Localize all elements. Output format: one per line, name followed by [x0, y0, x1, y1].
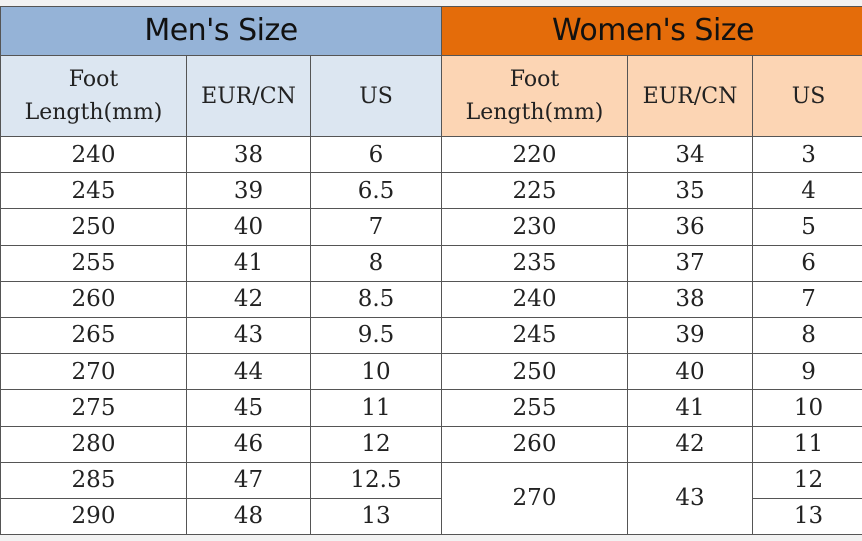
women-eur-cn-cell: 43 [627, 461, 753, 536]
men-us-cell: 6.5 [310, 172, 442, 210]
men-us-cell: 13 [310, 497, 442, 536]
women-eur-cn-cell: 42 [627, 425, 753, 463]
table-row: 250 40 7 230 36 5 [0, 208, 862, 246]
mens-size-title: Men's Size [0, 6, 442, 56]
men-us-cell: 6 [310, 135, 442, 174]
men-eur-cn-cell: 47 [186, 461, 311, 499]
table-row: 265 43 9.5 245 39 8 [0, 316, 862, 355]
men-us-cell: 8.5 [310, 280, 442, 318]
women-us-cell: 5 [751, 208, 862, 246]
women-eur-cn-cell: 34 [627, 135, 753, 174]
women-eur-cn-cell: 37 [627, 244, 753, 282]
men-eur-cn-cell: 46 [186, 425, 311, 463]
women-header-eur-cn: EUR/CN [627, 55, 753, 137]
men-foot-length-cell: 245 [0, 172, 187, 210]
size-chart-table: Men's Size Women's Size Foot Length(mm) … [0, 6, 862, 536]
table-row: 245 39 6.5 225 35 4 [0, 172, 862, 210]
women-us-cell: 10 [751, 389, 862, 427]
men-foot-length-cell: 255 [0, 244, 187, 282]
men-eur-cn-cell: 48 [186, 497, 311, 536]
men-us-cell: 12 [310, 425, 442, 463]
men-foot-length-cell: 270 [0, 353, 187, 391]
men-header-eur-cn: EUR/CN [186, 55, 311, 137]
men-eur-cn-cell: 43 [186, 316, 311, 355]
women-foot-length-cell: 240 [441, 280, 628, 318]
men-eur-cn-cell: 42 [186, 280, 311, 318]
women-us-cell: 13 [751, 497, 862, 536]
table-row: 255 41 8 235 37 6 [0, 244, 862, 282]
men-foot-length-cell: 275 [0, 389, 187, 427]
women-us-cell: 4 [751, 172, 862, 210]
men-foot-length-cell: 280 [0, 425, 187, 463]
men-eur-cn-cell: 38 [186, 135, 311, 174]
women-header-foot-length: Foot Length(mm) [441, 55, 628, 137]
women-foot-length-cell: 250 [441, 353, 628, 391]
women-us-cell: 12 [751, 461, 862, 499]
women-eur-cn-cell: 40 [627, 353, 753, 391]
men-foot-length-cell: 265 [0, 316, 187, 355]
table-row: 285 47 12.5 270 43 12 [0, 461, 862, 536]
women-foot-length-cell: 225 [441, 172, 628, 210]
men-us-cell: 7 [310, 208, 442, 246]
women-eur-cn-cell: 35 [627, 172, 753, 210]
women-us-cell: 7 [751, 280, 862, 318]
women-foot-length-cell: 270 [441, 461, 628, 536]
men-foot-length-cell: 285 [0, 461, 187, 499]
table-row: 270 44 10 250 40 9 [0, 353, 862, 391]
women-us-cell: 9 [751, 353, 862, 391]
women-foot-length-cell: 230 [441, 208, 628, 246]
men-us-cell: 10 [310, 353, 442, 391]
women-foot-length-cell: 245 [441, 316, 628, 355]
table-row: 275 45 11 255 41 10 [0, 389, 862, 427]
women-us-cell: 6 [751, 244, 862, 282]
men-us-cell: 12.5 [310, 461, 442, 499]
men-eur-cn-cell: 40 [186, 208, 311, 246]
men-eur-cn-cell: 44 [186, 353, 311, 391]
women-foot-length-cell: 235 [441, 244, 628, 282]
women-us-cell: 3 [751, 135, 862, 174]
men-eur-cn-cell: 39 [186, 172, 311, 210]
men-eur-cn-cell: 45 [186, 389, 311, 427]
women-eur-cn-cell: 36 [627, 208, 753, 246]
men-foot-length-cell: 290 [0, 497, 187, 536]
men-foot-length-cell: 240 [0, 135, 187, 174]
women-foot-length-cell: 260 [441, 425, 628, 463]
table-row: 240 38 6 220 34 3 [0, 135, 862, 174]
women-foot-length-cell: 220 [441, 135, 628, 174]
table-row: 260 42 8.5 240 38 7 [0, 280, 862, 318]
women-eur-cn-cell: 38 [627, 280, 753, 318]
women-us-cell: 11 [751, 425, 862, 463]
men-foot-length-cell: 260 [0, 280, 187, 318]
table-row: 280 46 12 260 42 11 [0, 425, 862, 463]
men-eur-cn-cell: 41 [186, 244, 311, 282]
women-eur-cn-cell: 41 [627, 389, 753, 427]
men-foot-length-cell: 250 [0, 208, 187, 246]
men-us-cell: 11 [310, 389, 442, 427]
women-eur-cn-cell: 39 [627, 316, 753, 355]
table-row: 290 48 13 13 [0, 497, 862, 536]
womens-size-title: Women's Size [440, 6, 862, 56]
women-us-cell: 8 [751, 316, 862, 355]
women-foot-length-cell: 255 [441, 389, 628, 427]
men-header-us: US [310, 55, 442, 137]
men-us-cell: 9.5 [310, 316, 442, 355]
men-us-cell: 8 [310, 244, 442, 282]
women-header-us: US [751, 55, 862, 137]
men-header-foot-length: Foot Length(mm) [0, 55, 187, 137]
